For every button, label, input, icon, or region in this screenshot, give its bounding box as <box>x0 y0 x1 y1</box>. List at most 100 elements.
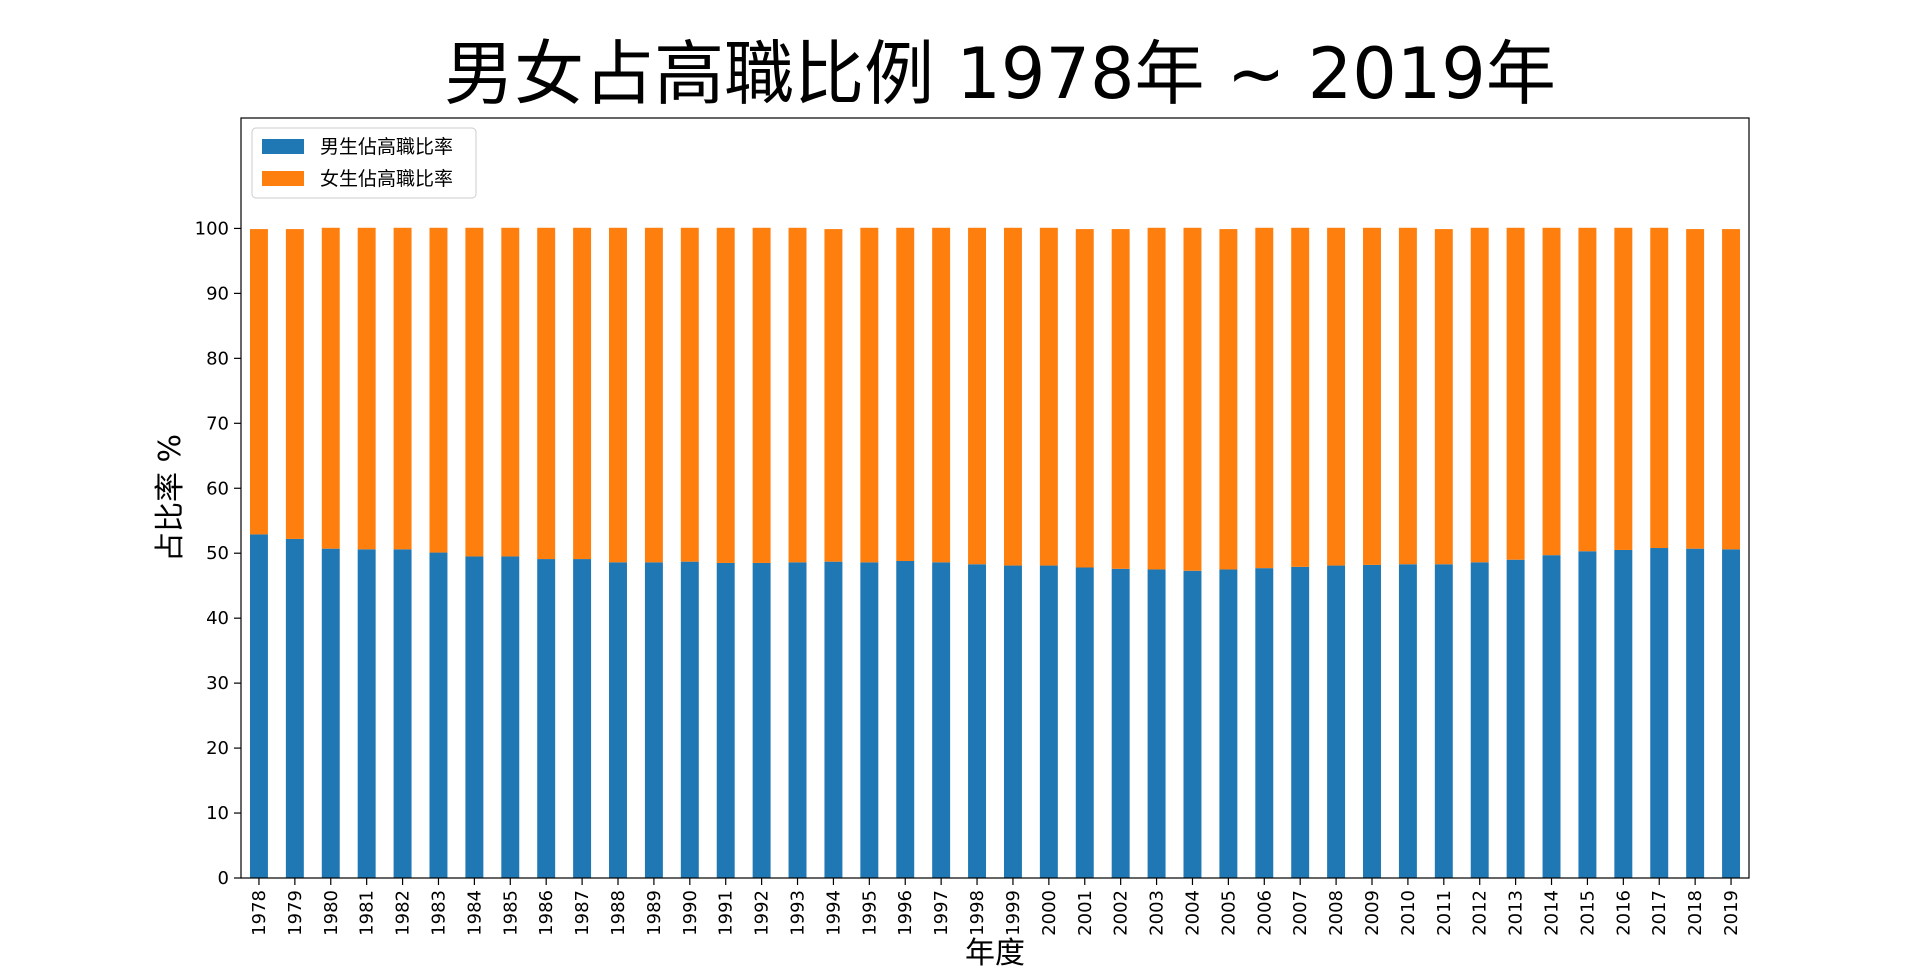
bar-male-1999 <box>1003 565 1022 878</box>
bar-female-1994 <box>824 229 843 562</box>
x-tick-label-1984: 1984 <box>464 890 485 936</box>
x-tick-label-2000: 2000 <box>1039 890 1060 936</box>
bar-female-1990 <box>680 227 699 562</box>
y-axis: 0 10 20 30 40 50 60 70 80 90 100 <box>195 218 241 889</box>
y-tick-label: 60 <box>206 478 229 499</box>
x-tick-label-2003: 2003 <box>1147 890 1168 936</box>
x-tick-label-1995: 1995 <box>859 890 880 936</box>
y-tick-label: 100 <box>195 218 229 239</box>
x-tick-label-1989: 1989 <box>644 890 665 936</box>
bar-female-1984 <box>465 227 484 557</box>
bar-male-2015 <box>1578 551 1597 878</box>
y-axis-label: 占比率 % <box>153 434 188 562</box>
bar-male-1989 <box>644 562 663 878</box>
bar-female-2015 <box>1578 227 1597 552</box>
bar-female-1986 <box>537 227 556 560</box>
bar-male-1991 <box>716 562 735 878</box>
bar-male-1995 <box>860 562 879 878</box>
legend-label-female: 女生佔高職比率 <box>320 168 453 190</box>
bar-female-2008 <box>1327 227 1346 566</box>
x-tick-label-2008: 2008 <box>1326 890 1347 936</box>
bar-male-1993 <box>788 562 807 878</box>
bar-male-2004 <box>1183 570 1202 878</box>
x-tick-label-1986: 1986 <box>536 890 557 936</box>
y-tick-label: 40 <box>206 608 229 629</box>
plot-frame <box>240 117 1750 879</box>
x-tick-label-1982: 1982 <box>393 890 414 936</box>
bar-female-1996 <box>896 227 915 562</box>
bar-female-1999 <box>1003 227 1022 566</box>
bar-male-1985 <box>501 556 520 878</box>
bar-female-2000 <box>1039 227 1058 566</box>
bar-male-1980 <box>321 548 340 878</box>
x-tick-label-1983: 1983 <box>428 890 449 936</box>
bar-female-1995 <box>860 227 879 563</box>
legend-swatch-female <box>262 171 304 186</box>
x-tick-label-1979: 1979 <box>285 890 306 936</box>
x-tick-label-2019: 2019 <box>1721 890 1742 936</box>
bar-female-1987 <box>573 227 592 560</box>
x-tick-label-1978: 1978 <box>249 890 270 936</box>
bar-female-2019 <box>1722 229 1741 550</box>
legend-box <box>251 127 477 199</box>
x-tick-label-1987: 1987 <box>572 890 593 936</box>
bar-female-2012 <box>1470 227 1489 563</box>
bar-female-1993 <box>788 227 807 563</box>
x-tick-label-1998: 1998 <box>967 890 988 936</box>
y-tick-label: 30 <box>206 673 229 694</box>
bar-female-1985 <box>501 227 520 557</box>
x-tick-label-1991: 1991 <box>716 890 737 936</box>
bar-female-1981 <box>357 227 376 550</box>
bar-female-1982 <box>393 227 412 550</box>
bar-female-2002 <box>1111 229 1130 569</box>
bar-male-1984 <box>465 556 484 878</box>
chart-title: 男女占高職比例 1978年 ~ 2019年 <box>444 33 1556 115</box>
x-tick-label-2007: 2007 <box>1290 890 1311 936</box>
bar-female-1988 <box>609 227 627 563</box>
bar-male-1997 <box>932 562 951 878</box>
x-tick-label-1993: 1993 <box>788 890 809 936</box>
bar-male-1987 <box>573 559 592 878</box>
bar-female-1991 <box>716 227 735 563</box>
bar-male-2010 <box>1398 564 1417 878</box>
bar-male-2013 <box>1506 559 1525 878</box>
bar-male-2011 <box>1434 564 1453 878</box>
x-tick-label-1994: 1994 <box>823 890 844 936</box>
bar-male-2009 <box>1363 564 1381 878</box>
x-tick-label-2011: 2011 <box>1434 890 1455 936</box>
bar-female-2004 <box>1183 227 1202 571</box>
bar-male-1982 <box>393 549 412 878</box>
bar-male-1988 <box>609 562 627 878</box>
x-tick-label-1980: 1980 <box>321 890 342 936</box>
x-axis-label: 年度 <box>965 936 1025 971</box>
bar-male-2016 <box>1614 549 1633 878</box>
bar-female-2001 <box>1075 229 1094 568</box>
bar-female-1998 <box>968 227 987 565</box>
y-tick-label: 90 <box>206 283 229 304</box>
y-tick-label: 10 <box>206 803 229 824</box>
bar-female-2014 <box>1542 227 1561 556</box>
x-tick-label-1988: 1988 <box>608 890 629 936</box>
bar-male-2019 <box>1722 549 1741 878</box>
x-tick-label-1992: 1992 <box>752 890 773 936</box>
legend-label-male: 男生佔高職比率 <box>320 136 453 158</box>
x-tick-label-2004: 2004 <box>1182 890 1203 936</box>
x-tick-label-2017: 2017 <box>1649 890 1670 936</box>
bar-female-1978 <box>249 229 268 535</box>
bar-female-1992 <box>752 227 771 563</box>
x-tick-label-2015: 2015 <box>1577 890 1598 936</box>
y-tick-label: 70 <box>206 413 229 434</box>
x-axis: 1978 1979 1980 1981 1982 1983 1984 1985 1986 1987… <box>249 878 1742 936</box>
bar-female-2018 <box>1686 229 1705 549</box>
bar-female-1983 <box>429 227 448 553</box>
bar-male-2005 <box>1219 569 1238 878</box>
y-tick-label: 80 <box>206 348 229 369</box>
bars-group <box>249 227 1741 878</box>
bar-male-2008 <box>1327 565 1346 878</box>
bar-male-2002 <box>1111 568 1130 878</box>
bar-female-2009 <box>1363 227 1381 565</box>
x-tick-label-2002: 2002 <box>1111 890 1132 936</box>
x-tick-label-1996: 1996 <box>895 890 916 936</box>
